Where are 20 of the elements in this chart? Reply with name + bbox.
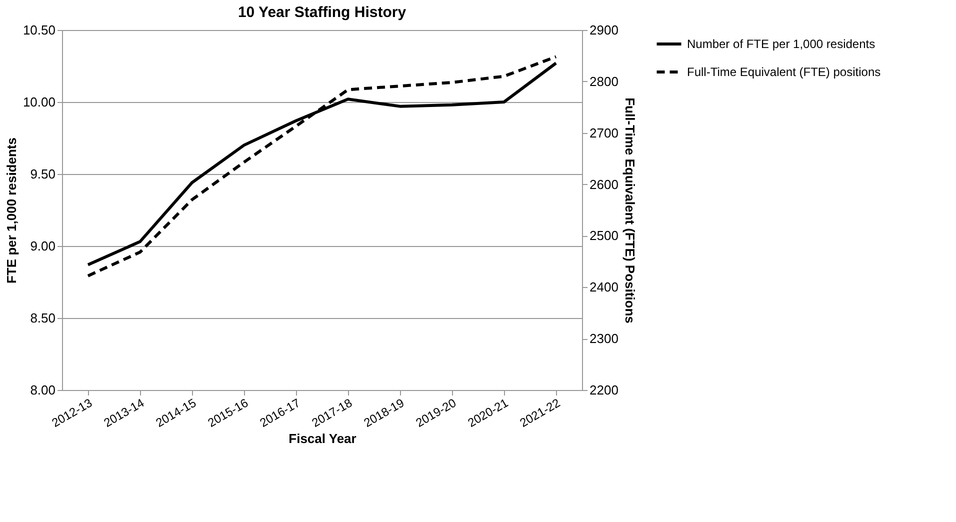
y2-axis-title: Full-Time Equivalent (FTE) Positions bbox=[622, 98, 638, 324]
y-tick-label: 10.00 bbox=[22, 94, 56, 110]
legend-label: Full-Time Equivalent (FTE) positions bbox=[687, 65, 881, 79]
y-tick-label: 10.50 bbox=[22, 22, 56, 38]
y2-tick-label: 2800 bbox=[590, 74, 618, 89]
y-axis-title: FTE per 1,000 residents bbox=[4, 138, 19, 284]
y2-tick-label: 2300 bbox=[590, 331, 618, 346]
y2-tick-label: 2600 bbox=[590, 176, 618, 192]
y-tick-label: 8.00 bbox=[30, 382, 56, 398]
x-axis-title: Fiscal Year bbox=[288, 431, 356, 446]
y-tick-label: 8.50 bbox=[30, 310, 56, 326]
y-tick-label: 9.00 bbox=[30, 238, 56, 254]
y2-tick-label: 2700 bbox=[590, 125, 618, 140]
y2-tick-label: 2900 bbox=[590, 22, 618, 38]
y-tick-label: 9.50 bbox=[30, 166, 56, 182]
chart-title: 10 Year Staffing History bbox=[238, 4, 407, 21]
legend-label: Number of FTE per 1,000 residents bbox=[687, 37, 876, 51]
y2-tick-label: 2500 bbox=[590, 228, 618, 244]
y2-tick-label: 2400 bbox=[590, 280, 618, 295]
y2-tick-label: 2200 bbox=[590, 382, 618, 398]
